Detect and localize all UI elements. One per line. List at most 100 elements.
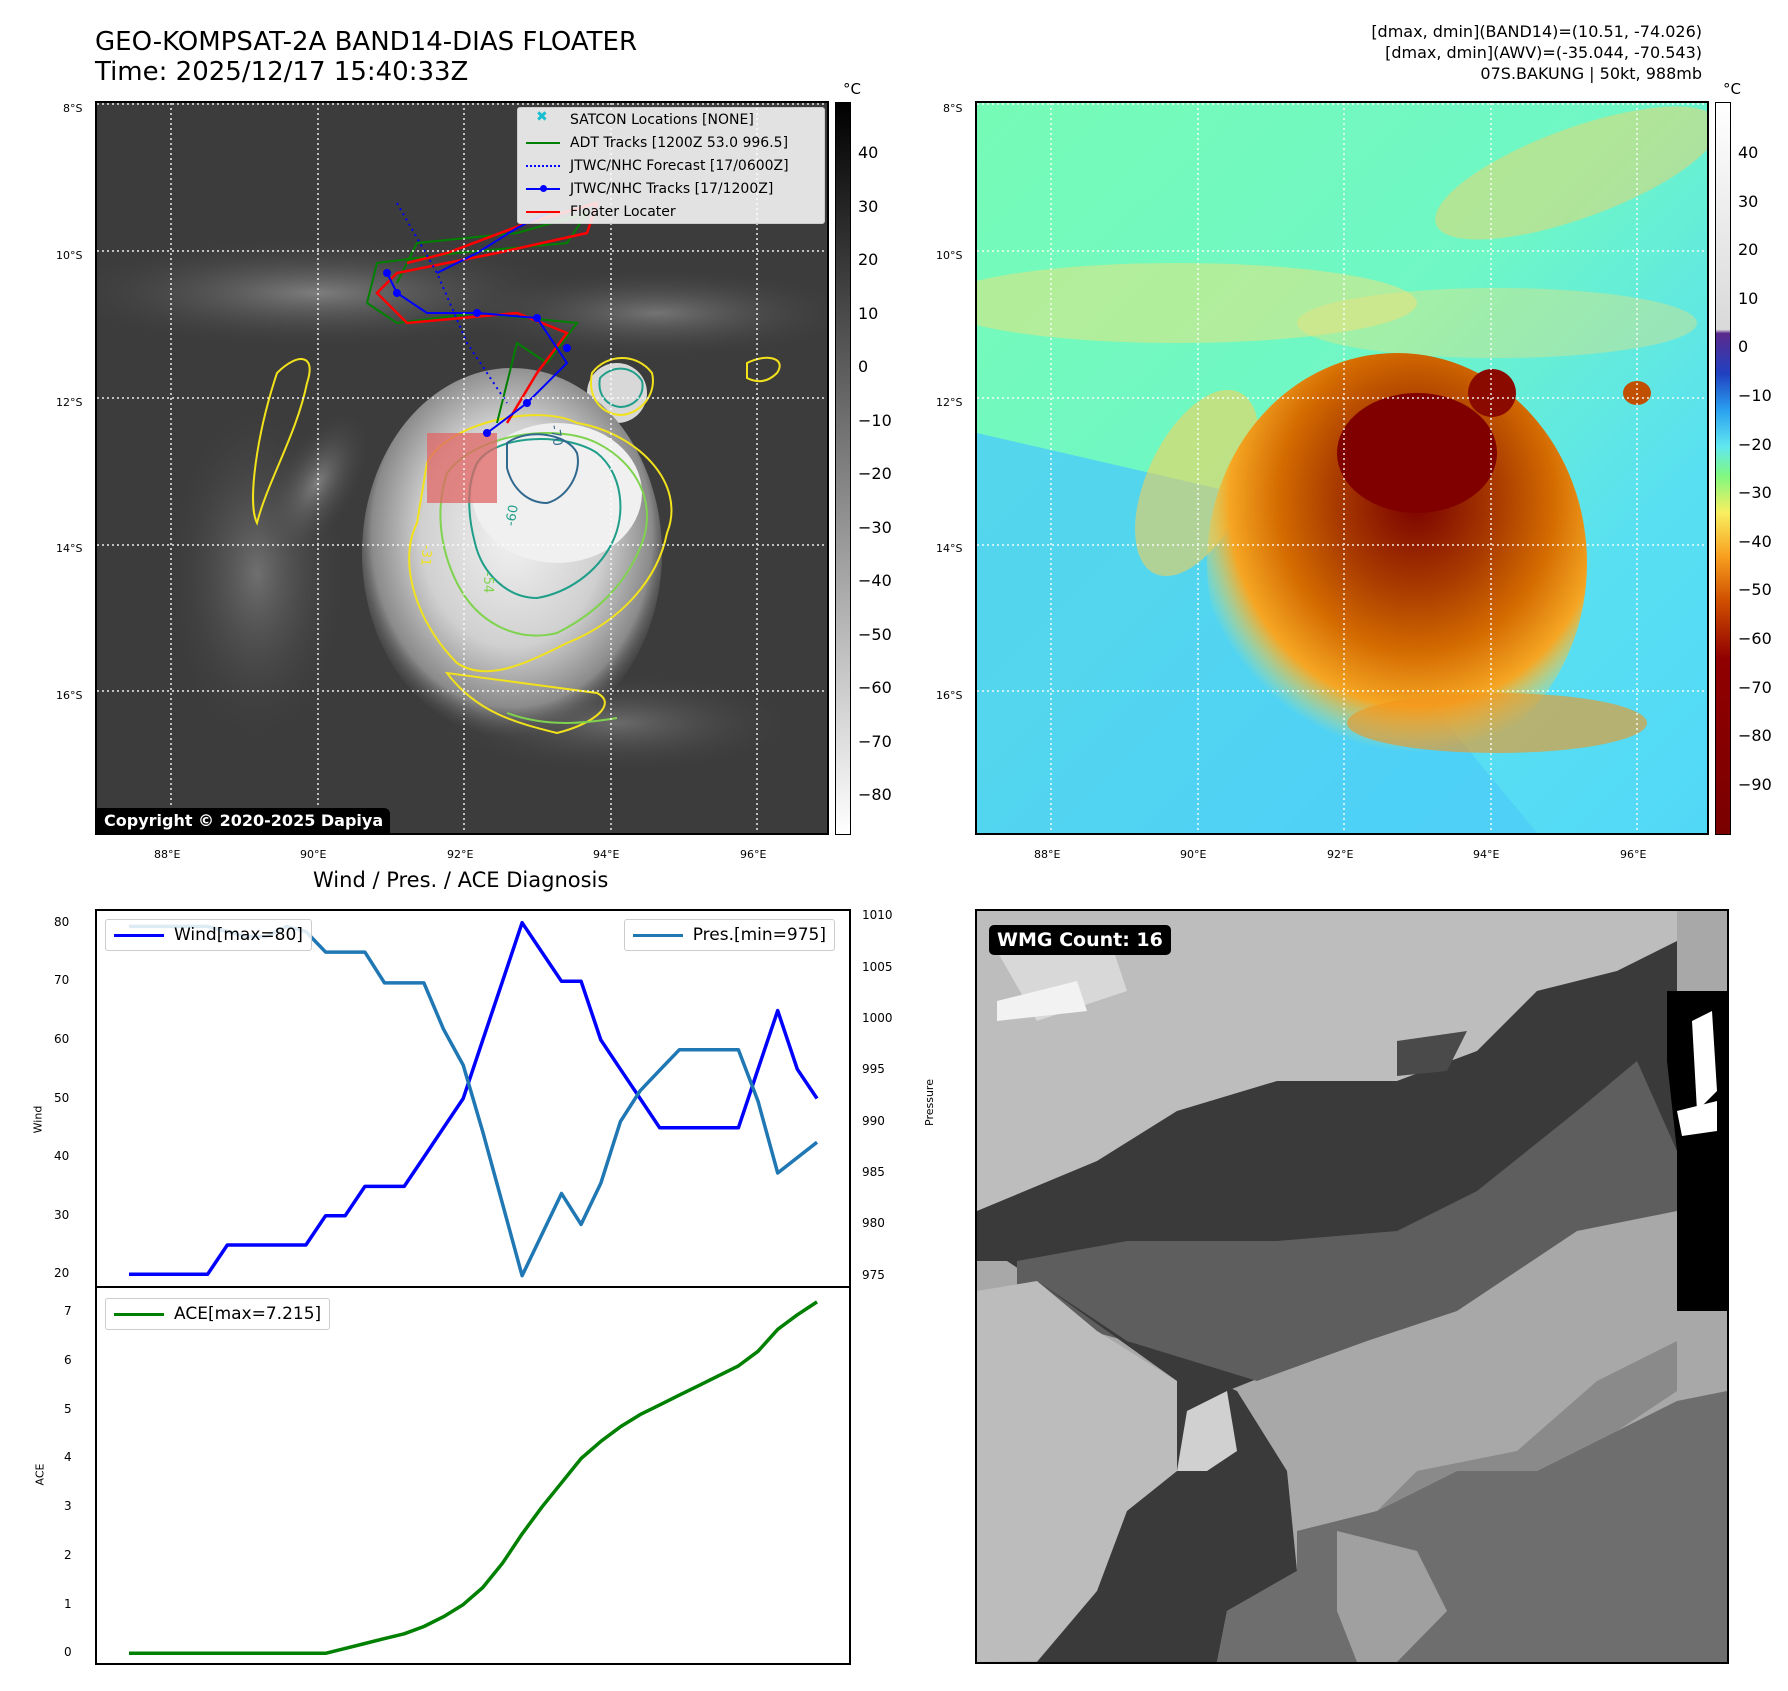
colorbar-tick: 10 [1738, 288, 1759, 308]
pressure-tick: 990 [862, 1113, 885, 1128]
ace-tick: 1 [64, 1596, 72, 1611]
solid-line-icon [114, 928, 164, 942]
ir-color-map[interactable] [975, 101, 1709, 835]
legend-label: Wind[max=80] [174, 925, 303, 945]
legend-item-floater: Floater Locater [518, 200, 824, 223]
wind-tick: 80 [54, 914, 70, 929]
colorbar-tick: −30 [858, 517, 892, 537]
colorbar-unit: °C [843, 80, 861, 98]
colorbar-tick: 40 [858, 143, 879, 162]
colorbar-tick: −70 [1738, 677, 1772, 697]
wmg-count-badge: WMG Count: 16 [989, 925, 1171, 955]
pressure-tick: 995 [862, 1062, 885, 1077]
ace-tick: 7 [64, 1304, 72, 1319]
colorbar-tick: 0 [1738, 337, 1749, 357]
lon-label: 92°E [447, 848, 474, 861]
pressure-tick: 1000 [862, 1010, 893, 1025]
figure-time: Time: 2025/12/17 15:40:33Z [95, 57, 469, 87]
legend-label: Pres.[min=975] [692, 925, 826, 945]
colorbar-tick: 0 [858, 357, 869, 376]
ir-color-imagery [977, 103, 1707, 833]
colorbar-tick: −10 [858, 410, 892, 430]
pressure-tick: 1010 [862, 908, 893, 923]
colorbar-tick: −40 [1738, 531, 1772, 551]
ace-tick: 2 [64, 1547, 72, 1562]
colorbar-tick: 40 [1738, 143, 1759, 162]
pressure-tick: 985 [862, 1164, 885, 1179]
x-marker-icon: ✖ [536, 108, 548, 125]
wind-tick: 60 [54, 1031, 70, 1046]
stats-band14: [dmax, dmin](BAND14)=(10.51, -74.026) [1371, 22, 1702, 41]
wind-tick: 20 [54, 1266, 70, 1281]
colorbar-tick: 10 [858, 303, 879, 323]
ace-tick: 3 [64, 1499, 72, 1514]
ace-series-line [129, 1300, 818, 1656]
legend-item-wind: Wind[max=80] [106, 920, 311, 950]
marker-line-icon [526, 182, 560, 196]
colorbar-tick: −50 [1738, 580, 1772, 600]
map-legend: ✖ SATCON Locations [NONE] ADT Tracks [12… [517, 107, 825, 224]
ace-axis-label: ACE [33, 1463, 47, 1486]
wind-tick: 70 [54, 973, 70, 988]
legend-label: SATCON Locations [NONE] [570, 111, 754, 128]
colorbar-tick: −70 [858, 731, 892, 751]
pressure-axis-label: Pressure [922, 1079, 936, 1126]
wind-axis-label: Wind [31, 1105, 45, 1134]
ace-plot [129, 1300, 818, 1656]
lon-label: 96°E [740, 848, 767, 861]
lat-label: 12°S [936, 396, 963, 409]
lon-label: 96°E [1620, 848, 1647, 861]
wind-tick: 30 [54, 1207, 70, 1222]
color-colorbar [1715, 102, 1731, 835]
ace-tick: 0 [64, 1645, 72, 1660]
lon-label: 92°E [1327, 848, 1354, 861]
lon-label: 90°E [1180, 848, 1207, 861]
lon-label: 94°E [1473, 848, 1500, 861]
pressure-tick: 1005 [862, 959, 893, 974]
lat-label: 16°S [56, 689, 83, 702]
wind-legend: Wind[max=80] [105, 919, 312, 951]
colorbar-tick: −10 [1738, 386, 1772, 405]
solid-line-icon [114, 1307, 164, 1321]
wmg-panel[interactable]: WMG Count: 16 [975, 909, 1729, 1664]
wind-pressure-chart[interactable]: Wind[max=80] Pres.[min=975] [95, 909, 851, 1288]
lon-label: 88°E [154, 848, 181, 861]
legend-item-satcon: ✖ SATCON Locations [NONE] [518, 108, 824, 131]
lat-label: 14°S [56, 542, 83, 555]
diagnosis-title: Wind / Pres. / ACE Diagnosis [313, 868, 609, 892]
stats-awv: [dmax, dmin](AWV)=(-35.044, -70.543) [1385, 43, 1702, 62]
colorbar-tick: −60 [858, 678, 892, 697]
wind-series-line [129, 920, 819, 1277]
lon-label: 90°E [300, 848, 327, 861]
ir-gray-map[interactable]: -70 -60 -54 -31 ✖ SATCON Locations [NONE… [95, 101, 829, 835]
lon-label: 94°E [593, 848, 620, 861]
contour-label: -54 [480, 571, 496, 594]
legend-item-tracks: JTWC/NHC Tracks [17/1200Z] [518, 177, 824, 200]
copyright-badge: Copyright © 2020-2025 Dapiya [97, 808, 391, 833]
colorbar-tick: 20 [858, 250, 879, 269]
wind-tick: 50 [54, 1090, 70, 1105]
colorbar-tick: 30 [858, 196, 879, 216]
lat-label: 8°S [943, 102, 963, 115]
dotted-line-icon [526, 159, 560, 173]
lat-label: 14°S [936, 542, 963, 555]
lat-label: 16°S [936, 689, 963, 702]
ace-tick: 4 [64, 1450, 72, 1465]
lat-label: 10°S [936, 249, 963, 262]
pressure-series-line [129, 924, 819, 1278]
legend-label: ADT Tracks [1200Z 53.0 996.5] [570, 134, 789, 151]
legend-label: Floater Locater [570, 203, 676, 220]
colorbar-tick: −20 [858, 464, 892, 483]
ace-legend: ACE[max=7.215] [105, 1298, 331, 1330]
colorbar-tick: −60 [1738, 629, 1772, 648]
lat-label: 12°S [56, 396, 83, 409]
ace-chart[interactable]: ACE[max=7.215] [95, 1286, 851, 1665]
lon-label: 88°E [1034, 848, 1061, 861]
legend-item-pressure: Pres.[min=975] [625, 920, 834, 950]
legend-item-forecast: JTWC/NHC Forecast [17/0600Z] [518, 154, 824, 177]
colorbar-tick: −20 [1738, 434, 1772, 454]
colorbar-tick: −90 [1738, 774, 1772, 794]
wind-tick: 40 [54, 1149, 70, 1164]
lat-label: 8°S [63, 102, 83, 115]
legend-label: JTWC/NHC Tracks [17/1200Z] [570, 180, 774, 197]
